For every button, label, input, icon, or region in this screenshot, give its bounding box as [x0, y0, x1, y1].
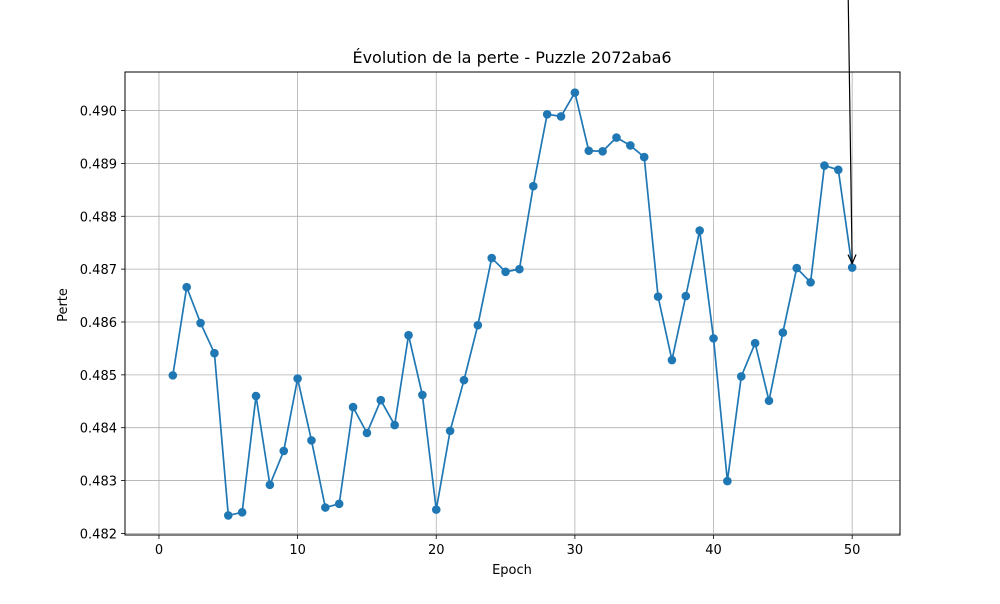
data-point [223, 511, 233, 520]
data-point [376, 395, 386, 405]
data-point [792, 263, 802, 273]
data-point [418, 390, 427, 400]
series-layer [168, 88, 857, 520]
data-point [404, 330, 413, 340]
data-point [265, 480, 275, 490]
data-point [279, 446, 289, 456]
x-tick-label: 0 [155, 543, 163, 558]
y-tick-label: 0.482 [80, 527, 117, 542]
x-tick-label: 30 [567, 543, 584, 558]
data-point [182, 282, 191, 292]
data-point [584, 146, 594, 156]
data-point [695, 226, 704, 235]
data-point [210, 348, 219, 358]
data-point [820, 161, 829, 170]
y-tick-label: 0.486 [80, 316, 117, 331]
y-tick-label: 0.490 [80, 105, 117, 120]
data-point [515, 264, 524, 274]
y-tick-label: 0.488 [80, 210, 117, 225]
data-point [168, 371, 178, 380]
y-tick-label: 0.487 [80, 263, 117, 278]
data-point [847, 263, 857, 272]
data-point [293, 374, 302, 383]
data-point [334, 499, 344, 509]
x-axis: 0 10 20 30 40 50 [155, 535, 861, 558]
data-point [834, 165, 843, 175]
data-point [681, 291, 691, 301]
x-tick-label: 40 [705, 543, 722, 558]
data-point [431, 505, 441, 514]
data-point [639, 152, 649, 162]
data-point [736, 372, 746, 381]
x-axis-label: Epoch [492, 563, 532, 578]
data-point [307, 436, 316, 445]
data-point [806, 278, 815, 287]
data-point [764, 396, 774, 406]
data-point [556, 112, 566, 121]
data-point [237, 507, 247, 517]
data-point [570, 88, 580, 97]
y-axis: 0.482 0.483 0.484 0.485 0.486 0.487 0.488 0.489… [80, 105, 125, 542]
data-point [390, 420, 399, 430]
data-point [501, 267, 510, 277]
data-point [459, 375, 469, 385]
grid [125, 72, 900, 535]
data-point [251, 391, 261, 401]
y-tick-label: 0.485 [80, 369, 117, 384]
y-axis-label: Perte [56, 288, 71, 322]
x-tick-label: 20 [428, 543, 445, 558]
annotation-layer [847, 0, 857, 266]
data-point [709, 334, 718, 343]
data-point [612, 133, 621, 142]
data-point [626, 141, 635, 150]
data-point [750, 338, 760, 348]
data-point [542, 109, 552, 119]
data-point [653, 292, 663, 301]
x-tick-label: 10 [289, 543, 306, 558]
y-tick-label: 0.484 [80, 422, 117, 437]
data-point [667, 355, 677, 365]
x-tick-label: 50 [844, 543, 861, 558]
chart-title: Évolution de la perte - Puzzle 2072aba6 [352, 48, 671, 67]
data-point [445, 426, 455, 436]
data-point [487, 253, 497, 263]
data-point [528, 181, 538, 191]
annotation-arrow-shaft [847, 0, 853, 264]
series-line [171, 91, 854, 517]
y-tick-label: 0.489 [80, 157, 117, 172]
data-point [362, 428, 372, 438]
data-point [348, 402, 358, 412]
data-point [598, 146, 607, 156]
data-point [321, 503, 330, 512]
data-point [196, 318, 205, 328]
data-point [723, 476, 732, 486]
data-point [778, 328, 788, 337]
annotation-arrow-head [847, 254, 857, 266]
data-point [473, 320, 483, 330]
plot-frame [124, 71, 901, 536]
y-tick-label: 0.483 [80, 475, 117, 490]
